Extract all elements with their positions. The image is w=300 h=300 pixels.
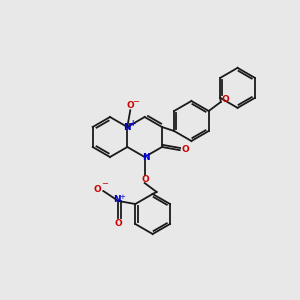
Text: O: O (222, 95, 230, 104)
Text: N: N (124, 124, 131, 133)
Text: O: O (126, 101, 134, 110)
Text: O: O (114, 220, 122, 229)
Text: +: + (119, 194, 125, 200)
Text: −: − (101, 179, 108, 188)
Text: O: O (93, 184, 101, 194)
Text: O: O (142, 176, 149, 184)
Text: O: O (182, 145, 190, 154)
Text: +: + (130, 119, 136, 128)
Text: N: N (142, 152, 149, 161)
Text: −: − (132, 97, 139, 106)
Text: N: N (113, 196, 121, 205)
